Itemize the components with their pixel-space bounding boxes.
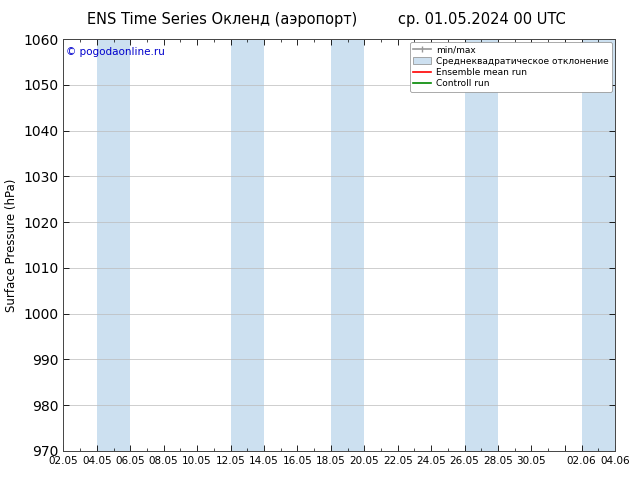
- Bar: [231, 39, 264, 451]
- Legend: min/max, Среднеквадратическое отклонение, Ensemble mean run, Controll run: min/max, Среднеквадратическое отклонение…: [410, 42, 612, 92]
- Bar: [465, 39, 498, 451]
- Y-axis label: Surface Pressure (hPa): Surface Pressure (hPa): [4, 178, 18, 312]
- Bar: [97, 39, 130, 451]
- Bar: [581, 39, 615, 451]
- Text: © pogodaonline.ru: © pogodaonline.ru: [66, 48, 165, 57]
- Text: ср. 01.05.2024 00 UTC: ср. 01.05.2024 00 UTC: [398, 12, 566, 27]
- Bar: [331, 39, 365, 451]
- Text: ENS Time Series Окленд (аэропорт): ENS Time Series Окленд (аэропорт): [87, 12, 357, 27]
